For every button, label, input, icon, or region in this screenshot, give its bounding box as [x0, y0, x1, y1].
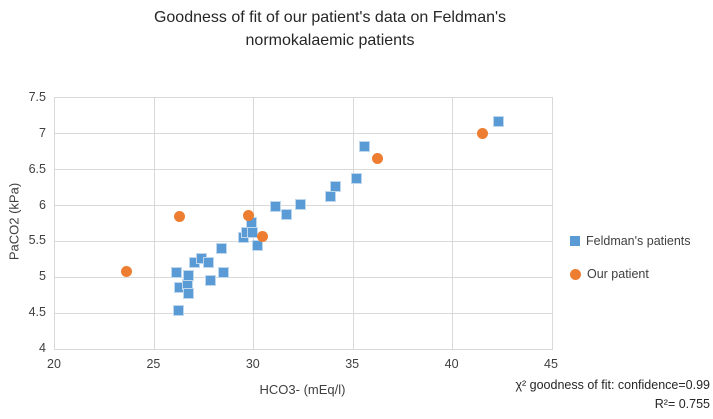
- legend-label-feldman: Feldman's patients: [586, 234, 691, 248]
- data-point-square: [216, 243, 228, 255]
- gridline-horizontal: [55, 312, 552, 314]
- data-point-square: [202, 256, 214, 268]
- x-axis-tick-label: 30: [245, 357, 260, 371]
- chi-square-annotation: χ² goodness of fit: confidence=0.99: [515, 378, 710, 392]
- legend-item-feldman: Feldman's patients: [570, 234, 691, 248]
- y-axis-tick-label: 5: [39, 269, 46, 284]
- x-axis-tick-label: 35: [345, 357, 360, 371]
- chart-title-line2: normokalaemic patients: [245, 32, 415, 49]
- data-point-circle: [173, 210, 185, 222]
- data-point-square: [358, 140, 370, 152]
- chart-title-line1: Goodness of fit of our patient's data on…: [153, 9, 507, 26]
- x-axis-tick-label: 45: [544, 357, 558, 371]
- data-point-square: [204, 275, 216, 287]
- data-point-square: [218, 267, 230, 279]
- y-axis-tick-label: 4: [39, 341, 46, 355]
- gridline-vertical: [153, 98, 155, 349]
- chart-title: Goodness of fit of our patient's data on…: [0, 6, 660, 52]
- y-axis-tick-label: 7.5: [28, 90, 46, 104]
- legend-circle-marker-icon: [570, 268, 581, 280]
- data-point-square: [182, 270, 194, 282]
- x-axis-title: HCO3- (mEq/l): [259, 382, 346, 397]
- y-axis-tick-label: 5.5: [28, 233, 46, 248]
- y-axis-tick-label: 6.5: [28, 161, 46, 176]
- data-point-square: [270, 200, 282, 212]
- data-point-square: [170, 267, 182, 279]
- data-point-square: [281, 208, 293, 220]
- data-point-square: [295, 199, 307, 211]
- gridline-horizontal: [55, 240, 552, 242]
- gridline-horizontal: [55, 169, 552, 171]
- y-axis-tick-label: 7: [39, 125, 46, 140]
- x-axis-tick-label: 25: [146, 357, 161, 371]
- fit-annotations: χ² goodness of fit: confidence=0.99 R²= …: [515, 376, 710, 414]
- y-axis-tick-label: 4.5: [28, 305, 46, 320]
- y-axis-title: PaCO2 (kPa): [6, 182, 22, 261]
- r-squared-annotation: R²= 0.755: [654, 397, 710, 411]
- plot-area: [54, 97, 553, 350]
- gridline-horizontal: [55, 133, 552, 135]
- legend-item-our-patient: Our patient: [570, 267, 691, 281]
- data-point-circle: [476, 128, 488, 140]
- data-point-square: [492, 116, 504, 128]
- gridline-vertical: [352, 98, 354, 349]
- data-point-square: [172, 305, 184, 317]
- gridline-vertical: [452, 98, 454, 349]
- data-point-square: [182, 287, 194, 299]
- legend-square-marker-icon: [570, 236, 580, 246]
- x-axis-tick-label: 40: [444, 357, 459, 371]
- legend-label-our-patient: Our patient: [587, 267, 649, 281]
- y-axis-tick-label: 6: [39, 197, 46, 212]
- legend: Feldman's patients Our patient: [570, 234, 691, 300]
- data-point-square: [350, 172, 362, 184]
- data-point-circle: [243, 210, 255, 222]
- data-point-square: [329, 181, 341, 193]
- x-axis-tick-label: 20: [47, 357, 61, 371]
- data-point-circle: [371, 153, 383, 165]
- gridline-horizontal: [55, 276, 552, 278]
- data-point-circle: [121, 266, 133, 278]
- data-point-circle: [257, 230, 269, 242]
